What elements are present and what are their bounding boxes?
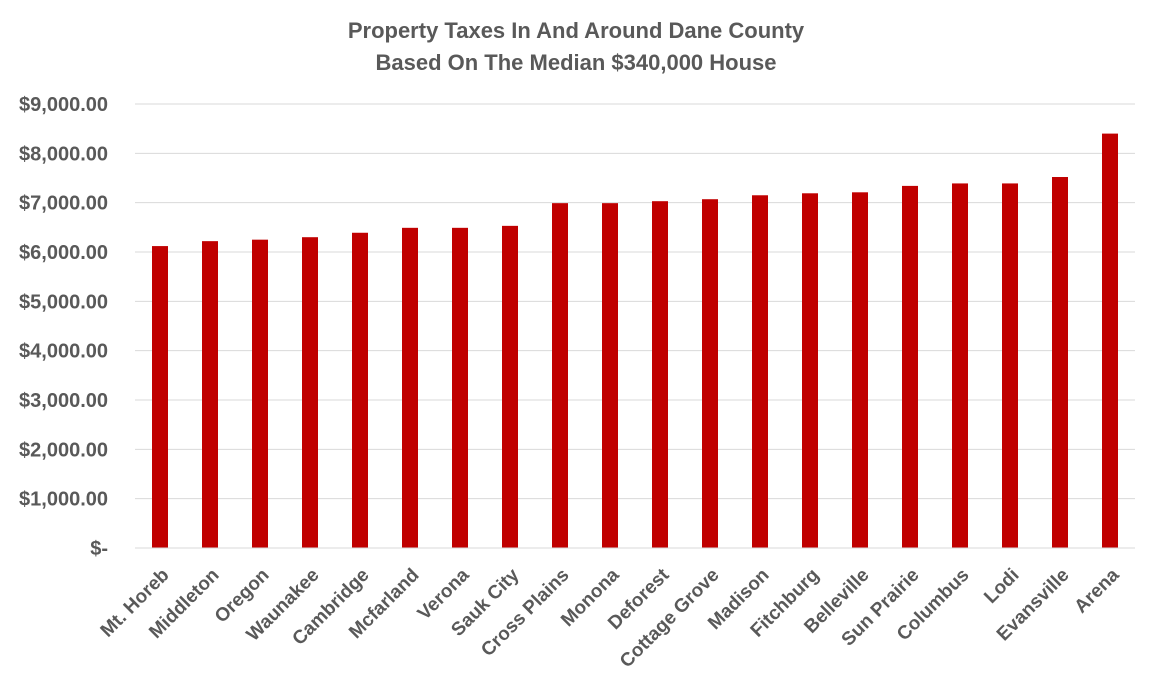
y-tick-label: $8,000.00 — [19, 143, 108, 165]
x-tick-label: Arena — [1071, 564, 1124, 617]
bar-columbus — [952, 183, 968, 548]
y-tick-label: $9,000.00 — [19, 94, 108, 116]
y-tick-label: $5,000.00 — [19, 291, 108, 313]
bar-sauk-city — [502, 225, 518, 548]
bar-lodi — [1002, 183, 1018, 548]
bar-middleton — [202, 241, 218, 548]
bar-deforest — [652, 201, 668, 549]
gridlines — [135, 103, 1135, 500]
y-axis-ticks: $- $1,000.00 $2,000.00 $3,000.00 $4,000.00 $5… — [19, 94, 108, 560]
bar-cambridge — [352, 232, 368, 548]
bar-waunakee — [302, 237, 318, 548]
bar-sun-prairie — [902, 185, 918, 549]
bar-mt-horeb — [152, 246, 168, 548]
y-tick-label: $3,000.00 — [19, 390, 108, 412]
bar-arena — [1102, 133, 1118, 548]
y-tick-label: $1,000.00 — [19, 489, 108, 511]
x-axis-ticks: Mt. HorebMiddletonOregonWaunakeeCambridg… — [97, 564, 1124, 672]
bar-madison — [752, 195, 768, 548]
y-tick-label: $- — [90, 538, 108, 560]
bar-oregon — [252, 239, 268, 548]
y-tick-label: $7,000.00 — [19, 193, 108, 215]
bar-evansville — [1052, 177, 1068, 548]
bars — [152, 133, 1118, 549]
x-tick-label: Cross Plains — [477, 565, 573, 661]
bar-verona — [452, 227, 468, 548]
chart-title-line-1: Property Taxes In And Around Dane County — [348, 18, 805, 43]
bar-fitchburg — [802, 193, 818, 548]
chart-title-line-2: Based On The Median $340,000 House — [375, 50, 776, 75]
y-tick-label: $6,000.00 — [19, 242, 108, 264]
y-tick-label: $4,000.00 — [19, 341, 108, 363]
bar-cross-plains — [552, 203, 568, 548]
bar-cottage-grove — [702, 199, 718, 549]
bar-mcfarland — [402, 227, 418, 548]
bar-belleville — [852, 192, 868, 548]
bar-monona — [602, 203, 618, 548]
x-tick-label: Lodi — [980, 565, 1023, 608]
y-tick-label: $2,000.00 — [19, 439, 108, 461]
